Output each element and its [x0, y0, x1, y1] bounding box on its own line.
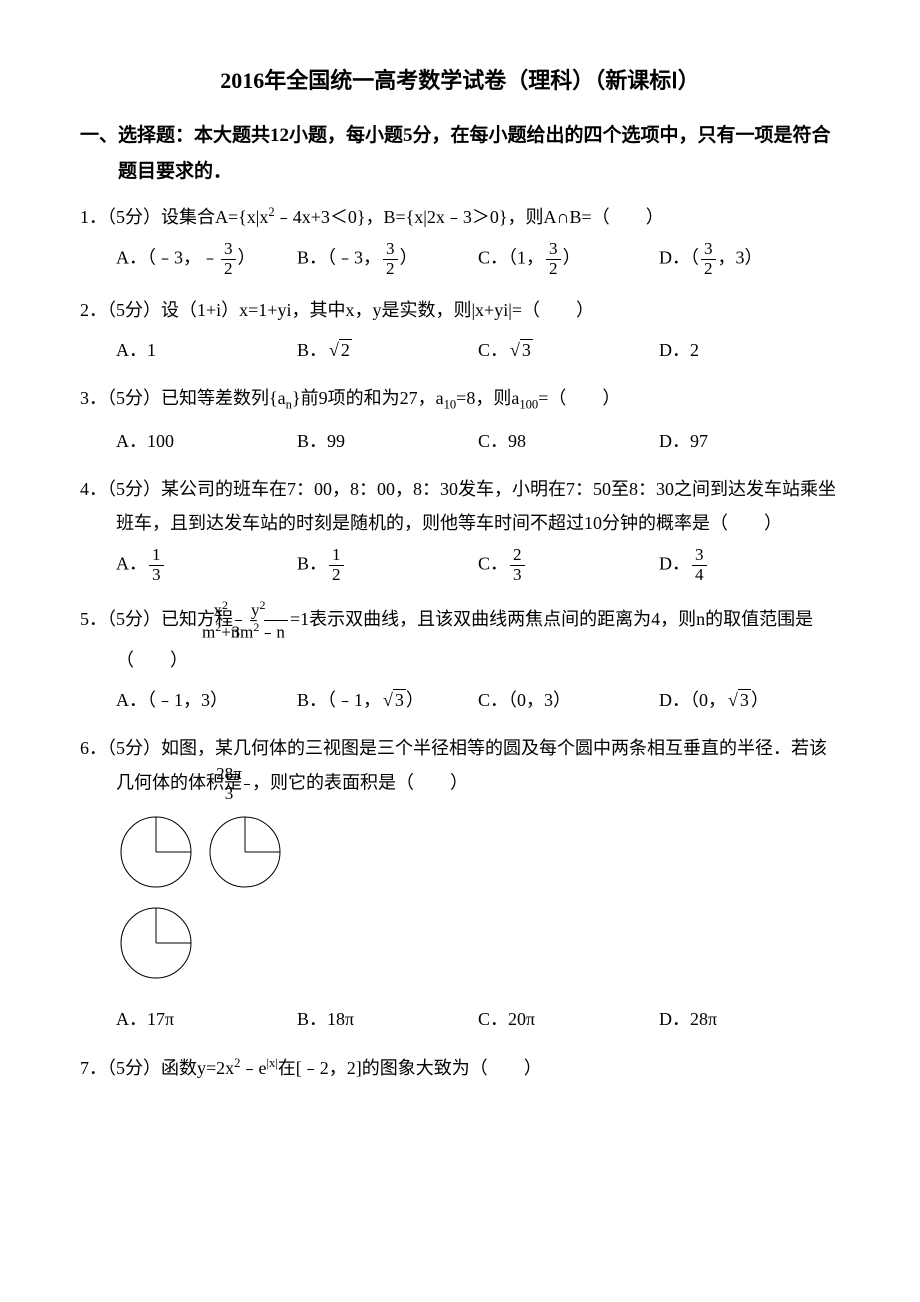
- q4-option-b: B．12: [297, 546, 478, 585]
- fraction: 32: [546, 240, 561, 279]
- q1-points: （5分）: [107, 207, 161, 227]
- sqrt: 2: [327, 333, 352, 367]
- q5-option-c: C．（0，3）: [478, 683, 659, 717]
- q3-points: （5分）: [107, 388, 161, 408]
- q4-options: A．13 B．12 C．23 D．34: [80, 546, 840, 585]
- three-view-circle-3: [116, 903, 196, 983]
- q3-option-c: C．98: [478, 424, 659, 458]
- q7-points: （5分）: [107, 1058, 161, 1078]
- q1-option-a: A．（﹣3，﹣32）: [116, 240, 297, 279]
- three-view-circle-2: [205, 812, 285, 892]
- q2-options: A．1 B．2 C．3 D．2: [80, 333, 840, 367]
- q1-options: A．（﹣3，﹣32） B．（﹣3，32） C．（1，32） D．（32，3）: [80, 240, 840, 279]
- q6-stem-post: ，则它的表面积是（ ）: [252, 773, 468, 793]
- q4-number: 4．: [80, 479, 107, 499]
- question-1: 1．（5分）设集合A={x|x2﹣4x+3＜0}，B={x|2x﹣3＞0}，则A…: [80, 200, 840, 234]
- q1-stem-post: ﹣4x+3＜0}，B={x|2x﹣3＞0}，则A∩B=（ ）: [275, 207, 664, 227]
- q6-option-c: C．20π: [478, 1002, 659, 1036]
- q5-option-b: B．（﹣1，3）: [297, 683, 478, 717]
- q4-stem: 某公司的班车在7：00，8：00，8：30发车，小明在7：50至8：30之间到达…: [116, 479, 836, 533]
- fraction: 32: [701, 240, 716, 279]
- fraction: 13: [149, 546, 164, 585]
- question-7: 7．（5分）函数y=2x2﹣e|x|在[﹣2，2]的图象大致为（ ）: [80, 1051, 840, 1085]
- q1-number: 1．: [80, 207, 107, 227]
- q4-option-c: C．23: [478, 546, 659, 585]
- section-header: 一、选择题：本大题共12小题，每小题5分，在每小题给出的四个选项中，只有一项是符…: [118, 118, 840, 190]
- q4-option-d: D．34: [659, 546, 840, 585]
- fraction-y: y23m2﹣n: [264, 599, 287, 643]
- q5-option-a: A．（﹣1，3）: [116, 683, 297, 717]
- question-2: 2．（5分）设（1+i）x=1+yi，其中x，y是实数，则|x+yi|=（ ）: [80, 293, 840, 327]
- q6-option-d: D．28π: [659, 1002, 840, 1036]
- question-3: 3．（5分）已知等差数列{an}前9项的和为27，a10=8，则a100=（ ）: [80, 381, 840, 418]
- figure-bottom-row: [116, 903, 840, 994]
- q6-points: （5分）: [107, 738, 161, 758]
- q4-points: （5分）: [107, 479, 161, 499]
- q3-stem-post: =（ ）: [538, 388, 620, 408]
- q1-option-c: C．（1，32）: [478, 240, 659, 279]
- q2-points: （5分）: [107, 300, 161, 320]
- q2-option-a: A．1: [116, 333, 297, 367]
- q2-stem: 设（1+i）x=1+yi，其中x，y是实数，则|x+yi|=（ ）: [161, 300, 594, 320]
- sub-10: 10: [444, 398, 457, 412]
- sqrt: 3: [508, 333, 533, 367]
- q6-option-b: B．18π: [297, 1002, 478, 1036]
- sub-100: 100: [519, 398, 538, 412]
- q5-options: A．（﹣1，3） B．（﹣1，3） C．（0，3） D．（0，3）: [80, 683, 840, 717]
- q1-stem-pre: 设集合A={x|x: [161, 207, 268, 227]
- question-5: 5．（5分）已知方程x2m2+n﹣y23m2﹣n=1表示双曲线，且该双曲线两焦点…: [80, 599, 840, 677]
- sqrt: 3: [381, 683, 406, 717]
- q2-number: 2．: [80, 300, 107, 320]
- question-4: 4．（5分）某公司的班车在7：00，8：00，8：30发车，小明在7：50至8：…: [80, 472, 840, 540]
- q3-stem-pre: 已知等差数列{a: [161, 388, 286, 408]
- q3-option-d: D．97: [659, 424, 840, 458]
- q2-option-b: B．2: [297, 333, 478, 367]
- fraction: 32: [383, 240, 398, 279]
- q1-option-d: D．（32，3）: [659, 240, 840, 279]
- fraction: 12: [329, 546, 344, 585]
- page-title: 2016年全国统一高考数学试卷（理科）（新课标Ⅰ）: [80, 60, 840, 102]
- q3-number: 3．: [80, 388, 107, 408]
- q7-number: 7．: [80, 1058, 107, 1078]
- q1-option-b: B．（﹣3，32）: [297, 240, 478, 279]
- q7-stem-mid: ﹣e: [240, 1058, 266, 1078]
- q7-stem-pre: 函数y=2x: [161, 1058, 234, 1078]
- q2-option-c: C．3: [478, 333, 659, 367]
- fraction: 32: [221, 240, 236, 279]
- q5-points: （5分）: [107, 609, 161, 629]
- q6-options: A．17π B．18π C．20π D．28π: [80, 1002, 840, 1036]
- q2-option-d: D．2: [659, 333, 840, 367]
- fraction: 23: [510, 546, 525, 585]
- q3-stem-mid1: }前9项的和为27，a: [292, 388, 444, 408]
- q6-figure: [80, 812, 840, 994]
- figure-top-row: [116, 812, 840, 903]
- q3-stem-mid2: =8，则a: [456, 388, 519, 408]
- q3-options: A．100 B．99 C．98 D．97: [80, 424, 840, 458]
- abs-x-sup: |x|: [266, 1056, 277, 1070]
- fraction: 34: [692, 546, 707, 585]
- three-view-circle-1: [116, 812, 196, 892]
- fraction: 28π3: [244, 765, 250, 804]
- q4-option-a: A．13: [116, 546, 297, 585]
- sqrt: 3: [726, 683, 751, 717]
- q6-option-a: A．17π: [116, 1002, 297, 1036]
- q5-number: 5．: [80, 609, 107, 629]
- question-6: 6．（5分）如图，某几何体的三视图是三个半径相等的圆及每个圆中两条相互垂直的半径…: [80, 731, 840, 804]
- q6-number: 6．: [80, 738, 107, 758]
- q7-stem-post: 在[﹣2，2]的图象大致为（ ）: [278, 1058, 542, 1078]
- q5-option-d: D．（0，3）: [659, 683, 840, 717]
- q3-option-b: B．99: [297, 424, 478, 458]
- q3-option-a: A．100: [116, 424, 297, 458]
